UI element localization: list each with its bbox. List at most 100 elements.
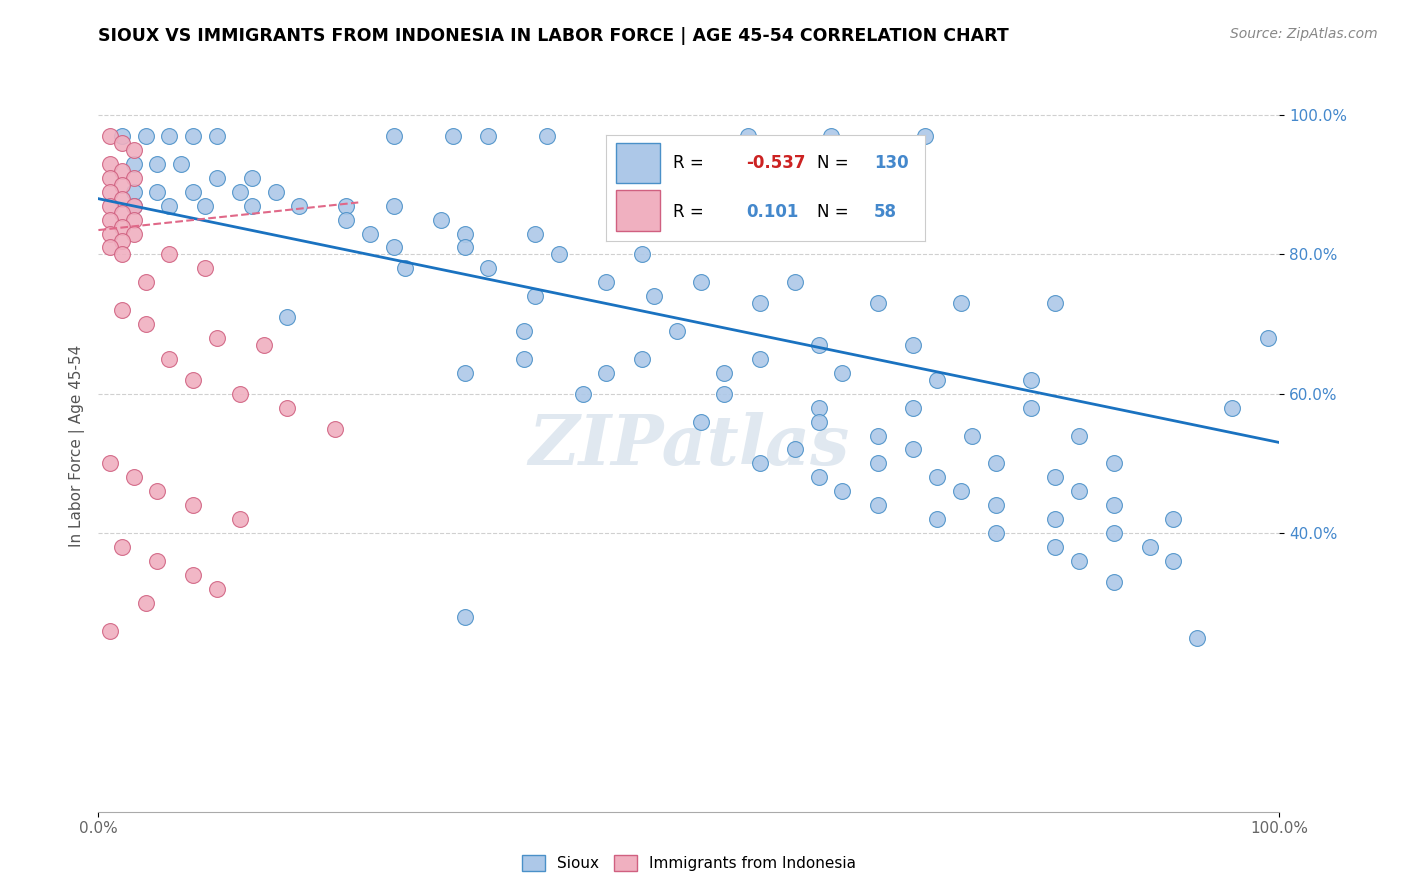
Text: R =: R = — [673, 153, 709, 172]
Point — [807, 401, 830, 415]
Point — [122, 227, 145, 241]
Point — [111, 128, 134, 143]
Point — [111, 219, 134, 234]
Y-axis label: In Labor Force | Age 45-54: In Labor Force | Age 45-54 — [69, 345, 84, 547]
Text: 58: 58 — [875, 202, 897, 220]
Point — [1043, 512, 1066, 526]
Point — [866, 428, 889, 442]
Point — [135, 317, 157, 331]
Point — [111, 303, 134, 318]
Point — [146, 185, 169, 199]
Point — [962, 428, 984, 442]
Point — [925, 470, 948, 484]
Point — [122, 470, 145, 484]
Point — [111, 234, 134, 248]
Point — [135, 596, 157, 610]
Point — [512, 351, 534, 366]
Point — [1043, 296, 1066, 310]
Point — [831, 484, 853, 499]
Point — [98, 170, 121, 185]
Point — [748, 351, 770, 366]
Point — [807, 470, 830, 484]
Text: R =: R = — [673, 202, 709, 220]
Point — [98, 199, 121, 213]
Point — [807, 338, 830, 352]
Point — [925, 373, 948, 387]
Point — [524, 227, 547, 241]
Point — [785, 442, 807, 457]
Point — [595, 275, 617, 289]
Point — [748, 296, 770, 310]
Point — [111, 136, 134, 150]
Point — [111, 247, 134, 261]
Point — [157, 351, 180, 366]
Point — [135, 128, 157, 143]
Point — [1139, 540, 1161, 554]
Point — [536, 128, 558, 143]
Point — [984, 457, 1007, 471]
Point — [276, 310, 298, 325]
Point — [903, 401, 925, 415]
Point — [122, 170, 145, 185]
Point — [785, 275, 807, 289]
Point — [146, 157, 169, 171]
Point — [205, 170, 228, 185]
Point — [157, 128, 180, 143]
Point — [205, 128, 228, 143]
Point — [925, 512, 948, 526]
Point — [1067, 484, 1090, 499]
Point — [170, 157, 193, 171]
Point — [914, 128, 936, 143]
Point — [866, 457, 889, 471]
Point — [949, 484, 972, 499]
Text: SIOUX VS IMMIGRANTS FROM INDONESIA IN LABOR FORCE | AGE 45-54 CORRELATION CHART: SIOUX VS IMMIGRANTS FROM INDONESIA IN LA… — [98, 27, 1010, 45]
Point — [98, 457, 121, 471]
Point — [866, 498, 889, 512]
Point — [146, 484, 169, 499]
Point — [229, 386, 252, 401]
Point — [949, 296, 972, 310]
Point — [335, 199, 357, 213]
Point — [1102, 498, 1125, 512]
Point — [111, 192, 134, 206]
Text: 0.101: 0.101 — [747, 202, 799, 220]
Point — [1021, 373, 1043, 387]
Point — [382, 199, 405, 213]
Point — [595, 366, 617, 380]
Point — [748, 457, 770, 471]
Point — [737, 128, 759, 143]
Point — [984, 498, 1007, 512]
Point — [253, 338, 276, 352]
Point — [98, 157, 121, 171]
Point — [820, 128, 842, 143]
Point — [181, 373, 204, 387]
Point — [111, 540, 134, 554]
Point — [382, 240, 405, 254]
Point — [477, 128, 499, 143]
Point — [382, 128, 405, 143]
Point — [240, 199, 263, 213]
Point — [831, 366, 853, 380]
Point — [122, 185, 145, 199]
Point — [122, 199, 145, 213]
Point — [1043, 540, 1066, 554]
Point — [643, 289, 665, 303]
Point — [240, 170, 263, 185]
Point — [111, 164, 134, 178]
Point — [689, 415, 711, 429]
Point — [111, 178, 134, 192]
Point — [98, 185, 121, 199]
Point — [1067, 428, 1090, 442]
Point — [984, 526, 1007, 541]
Point — [394, 261, 416, 276]
Point — [524, 289, 547, 303]
Point — [1185, 631, 1208, 645]
Point — [288, 199, 311, 213]
Point — [1067, 554, 1090, 568]
Point — [903, 338, 925, 352]
Point — [194, 261, 217, 276]
Point — [335, 212, 357, 227]
Point — [122, 212, 145, 227]
Point — [122, 199, 145, 213]
Point — [512, 324, 534, 338]
